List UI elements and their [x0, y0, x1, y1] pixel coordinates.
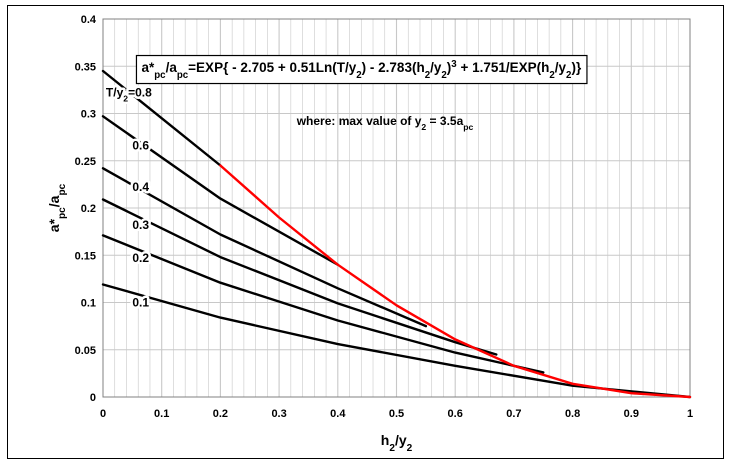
y-tick-label: 0.4 [81, 14, 97, 26]
y-tick-label: 0.1 [81, 298, 96, 310]
curve-label: 0.6 [132, 138, 149, 152]
x-axis-ticks: 0 0.1 0.2 0.3 0.4 0.5 0.6 0.7 0.8 0.9 1 [100, 408, 693, 420]
x-tick-label: 0.9 [624, 408, 639, 420]
series-line [101, 69, 222, 167]
curve-label: 0.1 [132, 295, 149, 309]
x-tick-label: 0.5 [389, 408, 404, 420]
formula-text: a*pc/apc=EXP{ - 2.705 + 0.51Ln(T/y2) - 2… [141, 59, 581, 81]
y-axis-label: a*pc/apc [46, 183, 68, 232]
series-group [101, 69, 692, 399]
x-tick-label: 0.6 [448, 408, 463, 420]
curve-label: 0.4 [132, 180, 149, 194]
y-axis-ticks: 0 0.05 0.1 0.15 0.2 0.25 0.3 0.35 0.4 [75, 14, 97, 404]
x-tick-label: 0 [100, 408, 106, 420]
series-line [219, 164, 692, 399]
formula-box [135, 54, 588, 85]
x-tick-label: 1 [687, 408, 693, 420]
x-tick-label: 0.8 [565, 408, 580, 420]
curve-label: 0.2 [132, 251, 149, 265]
x-tick-label: 0.3 [271, 408, 286, 420]
x-tick-label: 0.1 [154, 408, 169, 420]
y-tick-label: 0.05 [75, 345, 96, 357]
y-tick-label: 0.15 [75, 250, 96, 262]
plot-border [102, 18, 691, 398]
x-tick-label: 0.2 [213, 408, 228, 420]
x-axis-label: h2/y2 [381, 432, 413, 454]
y-tick-label: 0.35 [75, 61, 96, 73]
series-line [101, 167, 428, 328]
y-tick-label: 0 [90, 392, 96, 404]
y-tick-label: 0.25 [75, 156, 96, 168]
curve-labels: T/y2=0.8 0.6 0.4 0.3 0.2 0.1 [103, 83, 154, 312]
y-tick-label: 0.3 [81, 109, 96, 121]
series-line [101, 234, 545, 374]
curve-label: T/y2=0.8 [106, 85, 152, 103]
x-tick-label: 0.7 [506, 408, 521, 420]
annotation-note: where: max value of y2 = 3.5apc [296, 114, 474, 132]
series-line [101, 115, 339, 266]
x-tick-label: 0.4 [330, 408, 346, 420]
y-tick-label: 0.2 [81, 203, 96, 215]
curve-label: 0.3 [132, 218, 149, 232]
